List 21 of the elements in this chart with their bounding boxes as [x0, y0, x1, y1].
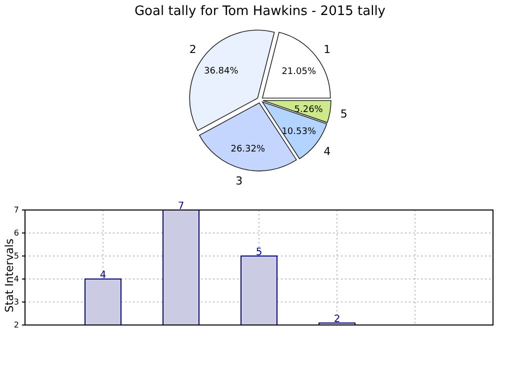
- data-label: 4: [100, 270, 106, 281]
- slice-label: 4: [324, 144, 331, 158]
- y-tick-label: 5: [14, 252, 19, 261]
- slice-label: 3: [236, 174, 243, 188]
- slice-label: 1: [324, 43, 331, 56]
- data-label: 5: [256, 247, 262, 258]
- slice-label: 5: [340, 108, 348, 121]
- y-tick-label: 4: [14, 274, 19, 284]
- y-tick-label: 6: [14, 228, 19, 238]
- data-label: 36.84%: [204, 66, 239, 77]
- y-tick-label: 2: [14, 320, 19, 330]
- y-tick-label: 3: [14, 298, 19, 307]
- chart-title: Goal tally for Tom Hawkins - 2015 tally: [134, 4, 386, 19]
- data-label: 21.05%: [282, 66, 316, 77]
- data-label: 10.53%: [282, 127, 316, 138]
- y-tick-label: 7: [14, 206, 19, 215]
- data-label: 26.32%: [230, 144, 266, 155]
- data-label: 5.26%: [294, 105, 324, 116]
- data-label: 2: [334, 314, 340, 325]
- slice-label: 2: [189, 43, 196, 56]
- data-label: 7: [178, 201, 184, 212]
